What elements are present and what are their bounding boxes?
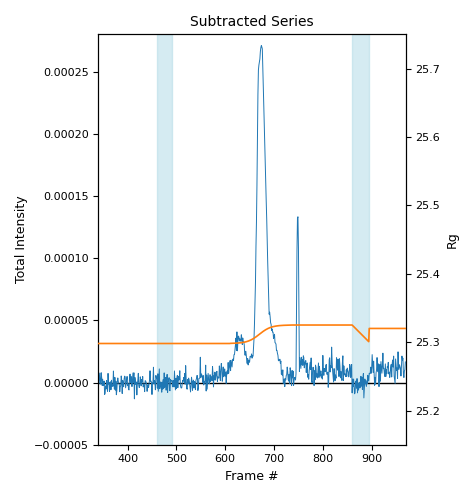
Y-axis label: Total Intensity: Total Intensity — [15, 196, 28, 283]
X-axis label: Frame #: Frame # — [225, 470, 279, 483]
Bar — [157, 34, 172, 445]
Y-axis label: Rg: Rg — [446, 231, 459, 248]
Bar — [352, 34, 369, 445]
Title: Subtracted Series: Subtracted Series — [190, 15, 314, 29]
